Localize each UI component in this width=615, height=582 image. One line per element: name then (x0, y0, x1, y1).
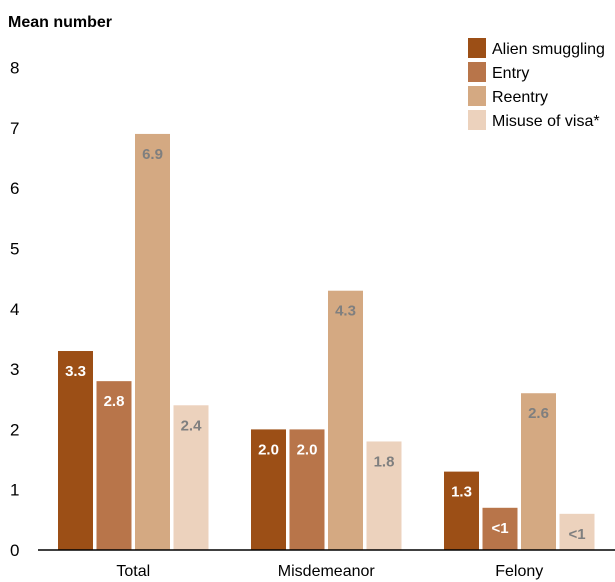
bar (482, 507, 518, 550)
data-labels: 3.3 2.0 1.3 2.8 2.0 <1 6.9 4.3 2.6 2.4 1.8 <1 (65, 146, 585, 543)
legend: Alien smuggling Entry Reentry Misuse of vis… (468, 38, 605, 130)
bar (135, 133, 170, 550)
bars (58, 133, 595, 550)
bar (521, 393, 556, 550)
data-label: 1.8 (374, 453, 395, 470)
data-label: 1.3 (451, 484, 472, 501)
bar (328, 290, 363, 550)
y-tick-label: 1 (10, 481, 19, 500)
legend-label: Reentry (492, 89, 548, 106)
bar (96, 381, 132, 550)
y-tick-label: 3 (10, 360, 19, 379)
data-label: 2.6 (528, 405, 549, 422)
data-label: 2.0 (297, 441, 318, 458)
category-label: Total (116, 563, 150, 580)
legend-swatch (468, 86, 486, 106)
data-label: 2.4 (181, 417, 203, 434)
bar (173, 405, 209, 550)
y-tick-label: 0 (10, 541, 19, 560)
legend-swatch (468, 62, 486, 82)
bar (444, 471, 479, 550)
y-tick-label: 5 (10, 240, 19, 259)
bar (559, 513, 595, 550)
x-axis-category-labels: Total Misdemeanor Felony (116, 563, 543, 580)
category-label: Felony (495, 563, 543, 580)
y-tick-label: 8 (10, 59, 19, 78)
legend-label: Entry (492, 65, 529, 82)
legend-label: Misuse of visa* (492, 113, 600, 130)
data-label: <1 (568, 526, 585, 543)
legend-swatch (468, 38, 486, 58)
bar (289, 429, 325, 550)
bar (58, 351, 93, 550)
data-label: 4.3 (335, 303, 356, 320)
y-tick-label: 2 (10, 420, 19, 439)
y-axis-label: Mean number (8, 14, 112, 31)
legend-label: Alien smuggling (492, 41, 605, 58)
y-tick-label: 7 (10, 119, 19, 138)
y-tick-label: 6 (10, 179, 19, 198)
bar (366, 441, 402, 550)
y-axis-ticks: 0 1 2 3 4 5 6 7 8 (10, 59, 19, 560)
category-label: Misdemeanor (278, 563, 376, 580)
y-tick-label: 4 (10, 300, 19, 319)
data-label: 3.3 (65, 363, 86, 380)
data-label: 6.9 (142, 146, 163, 163)
legend-swatch (468, 110, 486, 130)
data-label: <1 (491, 520, 508, 537)
bar (251, 429, 286, 550)
data-label: 2.8 (104, 393, 125, 410)
data-label: 2.0 (258, 441, 279, 458)
